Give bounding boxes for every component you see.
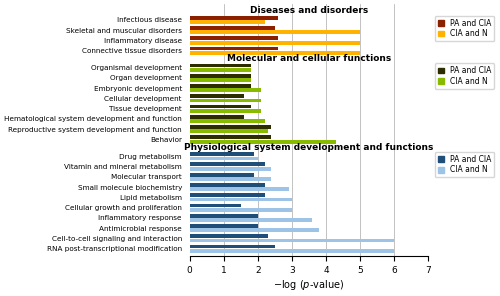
Bar bbox=[190, 224, 258, 228]
Bar bbox=[190, 249, 394, 253]
Bar bbox=[190, 119, 264, 123]
Bar bbox=[190, 47, 278, 51]
Bar bbox=[190, 204, 240, 207]
Bar bbox=[190, 234, 268, 238]
Bar bbox=[190, 51, 360, 55]
Bar bbox=[190, 167, 272, 170]
Bar bbox=[190, 244, 275, 248]
Bar bbox=[190, 183, 264, 187]
Legend: PA and CIA, CIA and N: PA and CIA, CIA and N bbox=[434, 152, 494, 178]
Bar bbox=[190, 140, 336, 144]
Text: Physiological system development and functions: Physiological system development and fun… bbox=[184, 143, 434, 152]
Bar bbox=[190, 30, 360, 34]
Bar bbox=[190, 193, 264, 197]
Bar bbox=[190, 20, 264, 24]
Bar bbox=[190, 64, 251, 67]
Bar bbox=[190, 16, 278, 20]
Bar bbox=[190, 129, 268, 133]
Bar bbox=[190, 187, 288, 191]
Bar bbox=[190, 115, 244, 119]
Bar bbox=[190, 109, 261, 113]
Bar bbox=[190, 198, 292, 201]
Text: Molecular and cellular functions: Molecular and cellular functions bbox=[227, 54, 391, 63]
Bar bbox=[190, 157, 258, 160]
Bar bbox=[190, 84, 251, 88]
Bar bbox=[190, 229, 319, 232]
Bar bbox=[190, 78, 251, 82]
Bar bbox=[190, 239, 394, 242]
Bar bbox=[190, 36, 278, 40]
Bar bbox=[190, 177, 272, 181]
Bar bbox=[190, 74, 251, 78]
Bar bbox=[190, 125, 272, 129]
X-axis label: $-$log ($p$-value): $-$log ($p$-value) bbox=[274, 278, 344, 292]
Bar bbox=[190, 88, 261, 92]
Bar bbox=[190, 214, 258, 218]
Bar bbox=[190, 218, 312, 222]
Bar bbox=[190, 26, 275, 30]
Bar bbox=[190, 163, 264, 166]
Bar bbox=[190, 99, 261, 102]
Bar bbox=[190, 104, 251, 108]
Bar bbox=[190, 41, 360, 44]
Bar bbox=[190, 135, 272, 139]
Bar bbox=[190, 68, 251, 72]
Bar bbox=[190, 208, 292, 212]
Bar bbox=[190, 173, 254, 177]
Text: Diseases and disorders: Diseases and disorders bbox=[250, 6, 368, 15]
Bar bbox=[190, 94, 244, 98]
Bar bbox=[190, 152, 254, 156]
